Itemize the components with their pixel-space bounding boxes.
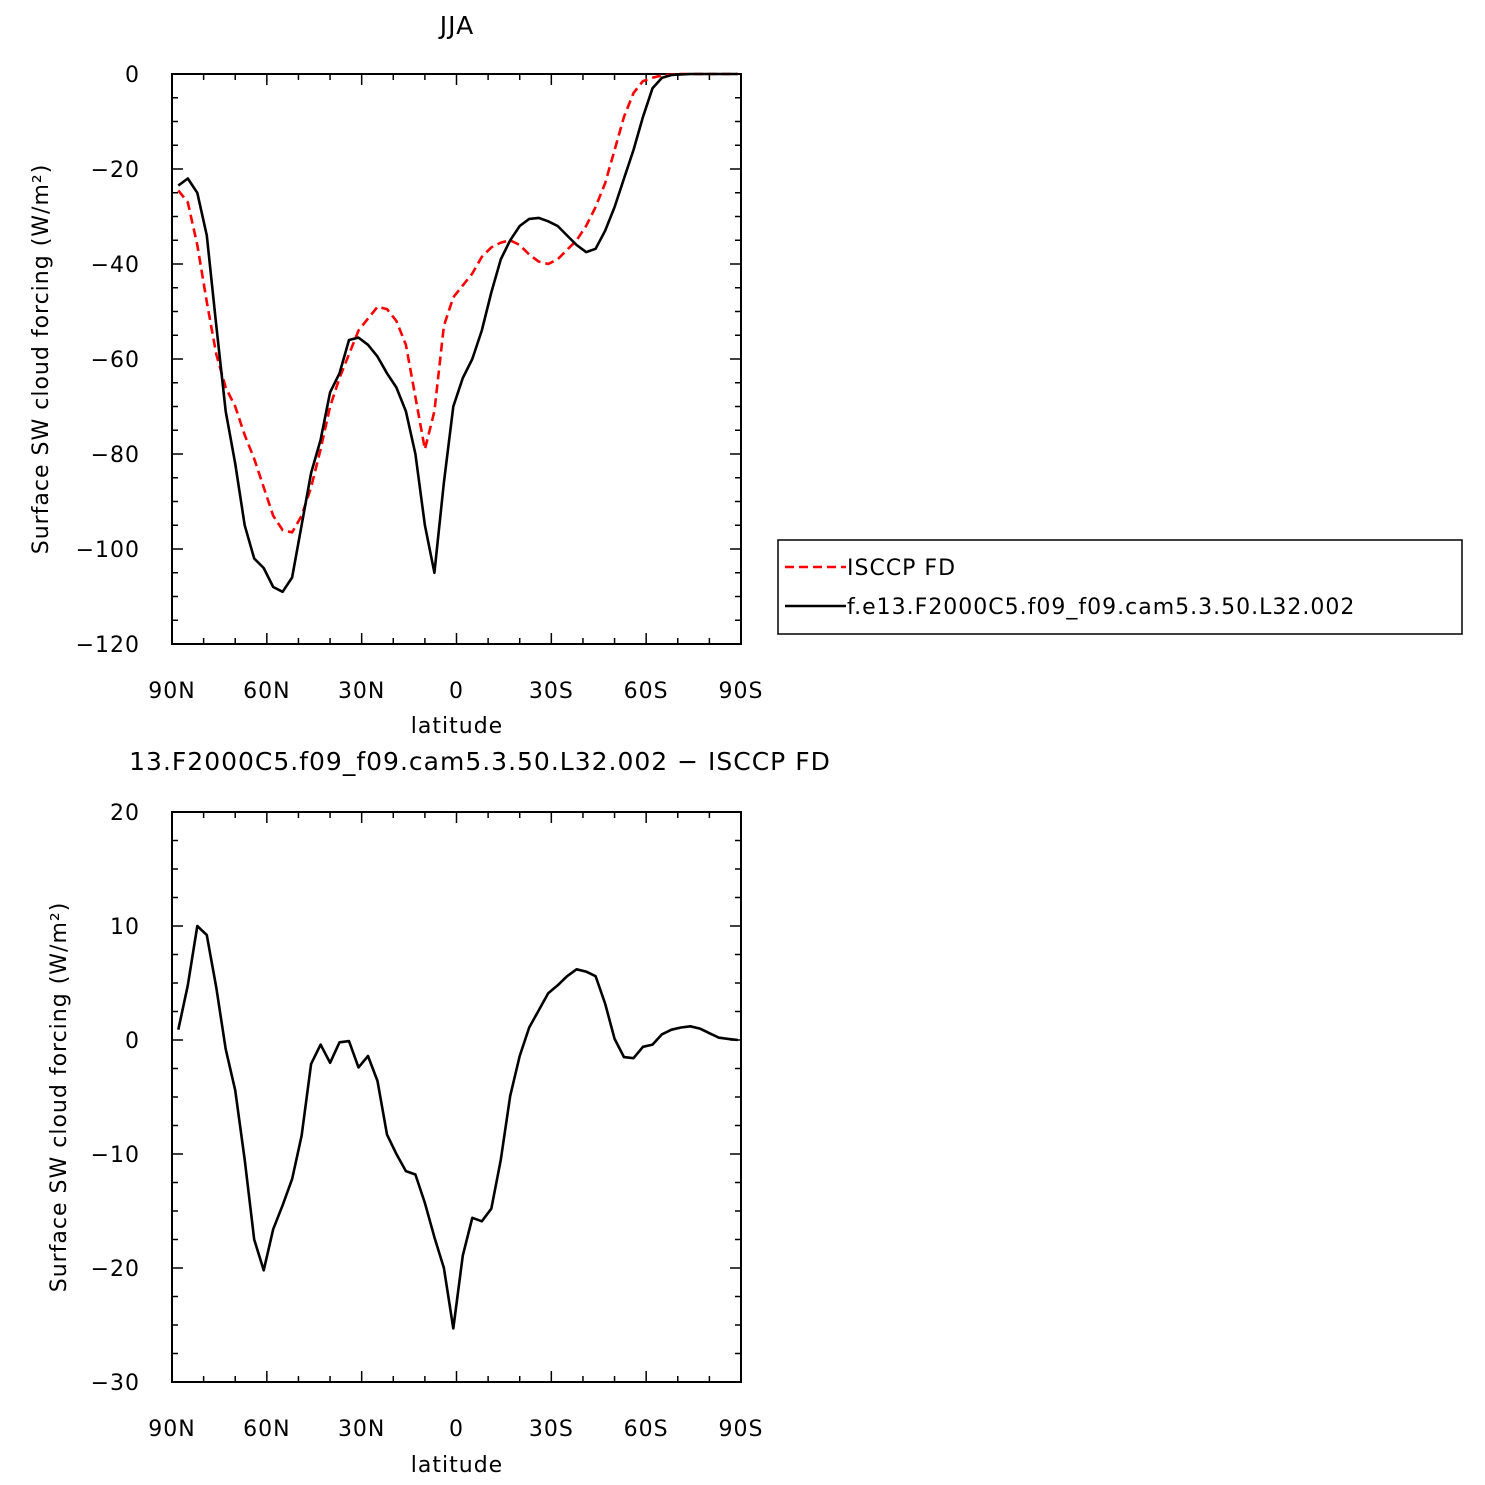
y-tick-label: −40 [91,253,140,278]
x-tick-label: 60N [243,679,290,704]
y-tick-label: −20 [91,1257,140,1282]
legend-box [777,539,1463,635]
y-tick-label: −10 [91,1143,140,1168]
x-tick-label: 30S [529,1417,574,1442]
y-tick-label: 20 [110,801,140,826]
plot-frame [171,73,742,645]
x-axis-label: latitude [411,714,503,739]
y-tick-label: −30 [91,1371,140,1396]
x-tick-label: 0 [449,679,464,704]
y-tick-label: −60 [91,348,140,373]
x-tick-label: 60N [243,1417,290,1442]
x-tick-label: 90S [719,1417,764,1442]
x-axis-label: latitude [411,1453,503,1478]
chart-jja: JJA 90N 60N 30N 0 30S 60S 90S 0 −20 −40 −60 −80 −100… [29,11,1463,739]
y-tick-label: 10 [110,915,140,940]
plot-area: 90N 60N 30N 0 30S 60S 90S 20 10 0 −10 −20 −30 [91,801,764,1442]
chart-title: JJA [438,11,474,40]
y-tick-label: −100 [76,538,140,563]
x-tick-label: 60S [624,1417,669,1442]
series-line-0 [177,924,738,1330]
legend-label-isccp: ISCCP FD [847,556,956,581]
x-tick-label: 60S [624,679,669,704]
series-line-1 [177,72,738,594]
x-tick-label: 90N [148,1417,195,1442]
x-tick-label: 0 [449,1417,464,1442]
plot-area: 90N 60N 30N 0 30S 60S 90S 0 −20 −40 −60 −80 −100 −120 [76,63,764,704]
y-tick-label: −20 [91,158,140,183]
legend-label-model: f.e13.F2000C5.f09_f09.cam5.3.50.L32.002 [847,595,1355,620]
x-tick-label: 30N [338,1417,385,1442]
x-tick-label: 90S [719,679,764,704]
chart-difference: 13.F2000C5.f09_f09.cam5.3.50.L32.002 − I… [47,747,831,1478]
x-tick-label: 90N [148,679,195,704]
series-line-0 [177,72,738,534]
y-tick-label: −120 [76,633,140,658]
y-tick-label: 0 [125,63,140,88]
y-tick-label: 0 [125,1029,140,1054]
y-axis-label: Surface SW cloud forcing (W/m²) [29,164,54,555]
x-tick-label: 30N [338,679,385,704]
y-axis-label: Surface SW cloud forcing (W/m²) [47,902,72,1293]
x-tick-label: 30S [529,679,574,704]
chart-title: 13.F2000C5.f09_f09.cam5.3.50.L32.002 − I… [129,747,831,776]
y-tick-label: −80 [91,443,140,468]
legend: ISCCP FD f.e13.F2000C5.f09_f09.cam5.3.50… [777,539,1463,635]
